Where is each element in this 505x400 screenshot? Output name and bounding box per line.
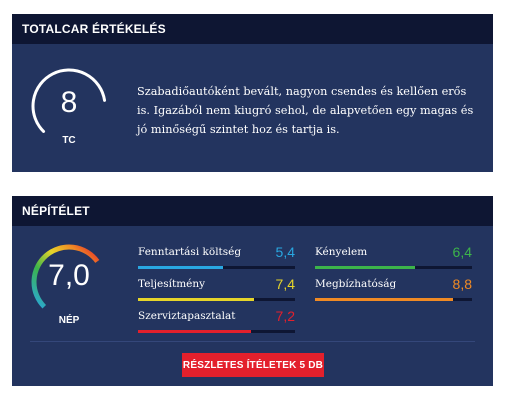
metric-bar [138, 266, 295, 269]
metric-bar-fill [315, 298, 454, 301]
metric-value: 5,4 [275, 244, 295, 260]
totalcar-score-label: TC [62, 135, 76, 146]
metric-comfort: Kényelem 6,4 [315, 244, 472, 274]
public-gauge-arc [31, 244, 100, 309]
totalcar-score-value: 8 [60, 86, 78, 119]
metric-label: Szerviztapasztalat [138, 310, 236, 322]
public-score-gauge: 7,0 NÉP [30, 232, 108, 332]
metric-value: 6,4 [452, 244, 472, 260]
metric-label: Teljesítmény [138, 278, 206, 290]
public-gauge-ring [31, 244, 100, 309]
metric-bar [138, 298, 295, 301]
totalcar-gauge-ring [31, 68, 107, 133]
totalcar-gauge-arc [31, 68, 107, 133]
metric-bar-fill [138, 298, 255, 301]
public-score-value: 7,0 [48, 259, 90, 292]
metric-performance: Teljesítmény 7,4 [138, 276, 295, 306]
totalcar-rating-header: TOTALCAR ÉRTÉKELÉS [12, 14, 493, 44]
metric-maintenance-cost: Fenntartási költség 5,4 [138, 244, 295, 274]
public-verdict-header: NÉPÍTÉLET [12, 196, 493, 226]
metric-reliability: Megbízhatóság 8,8 [315, 276, 472, 306]
metric-bar [315, 266, 472, 269]
totalcar-review-text: Szabadiőautóként bevált, nagyon csendes … [137, 85, 474, 136]
totalcar-rating-card: TOTALCAR ÉRTÉKELÉS 8 TC Szabadiőautóként… [12, 14, 493, 172]
public-verdict-card: NÉPÍTÉLET 7,0 NÉP Fenntartási költség 5,… [12, 196, 493, 386]
metric-value: 8,8 [452, 276, 472, 292]
metric-bar [315, 298, 472, 301]
metric-service-experience: Szerviztapasztalat 7,2 [138, 308, 295, 338]
metric-bar-fill [138, 266, 223, 269]
metric-value: 7,2 [275, 308, 295, 324]
metric-bar [138, 330, 295, 333]
metric-value: 7,4 [275, 276, 295, 292]
metric-bar-fill [315, 266, 416, 269]
totalcar-score-gauge: 8 TC [30, 60, 108, 160]
section-divider [30, 341, 475, 342]
metric-label: Kényelem [315, 246, 368, 258]
metric-label: Fenntartási költség [138, 246, 242, 258]
metric-label: Megbízhatóság [315, 278, 397, 290]
metric-bar-fill [138, 330, 252, 333]
detailed-verdicts-button[interactable]: RÉSZLETES ÍTÉLETEK 5 DB [182, 353, 324, 377]
public-score-label: NÉP [58, 315, 80, 326]
